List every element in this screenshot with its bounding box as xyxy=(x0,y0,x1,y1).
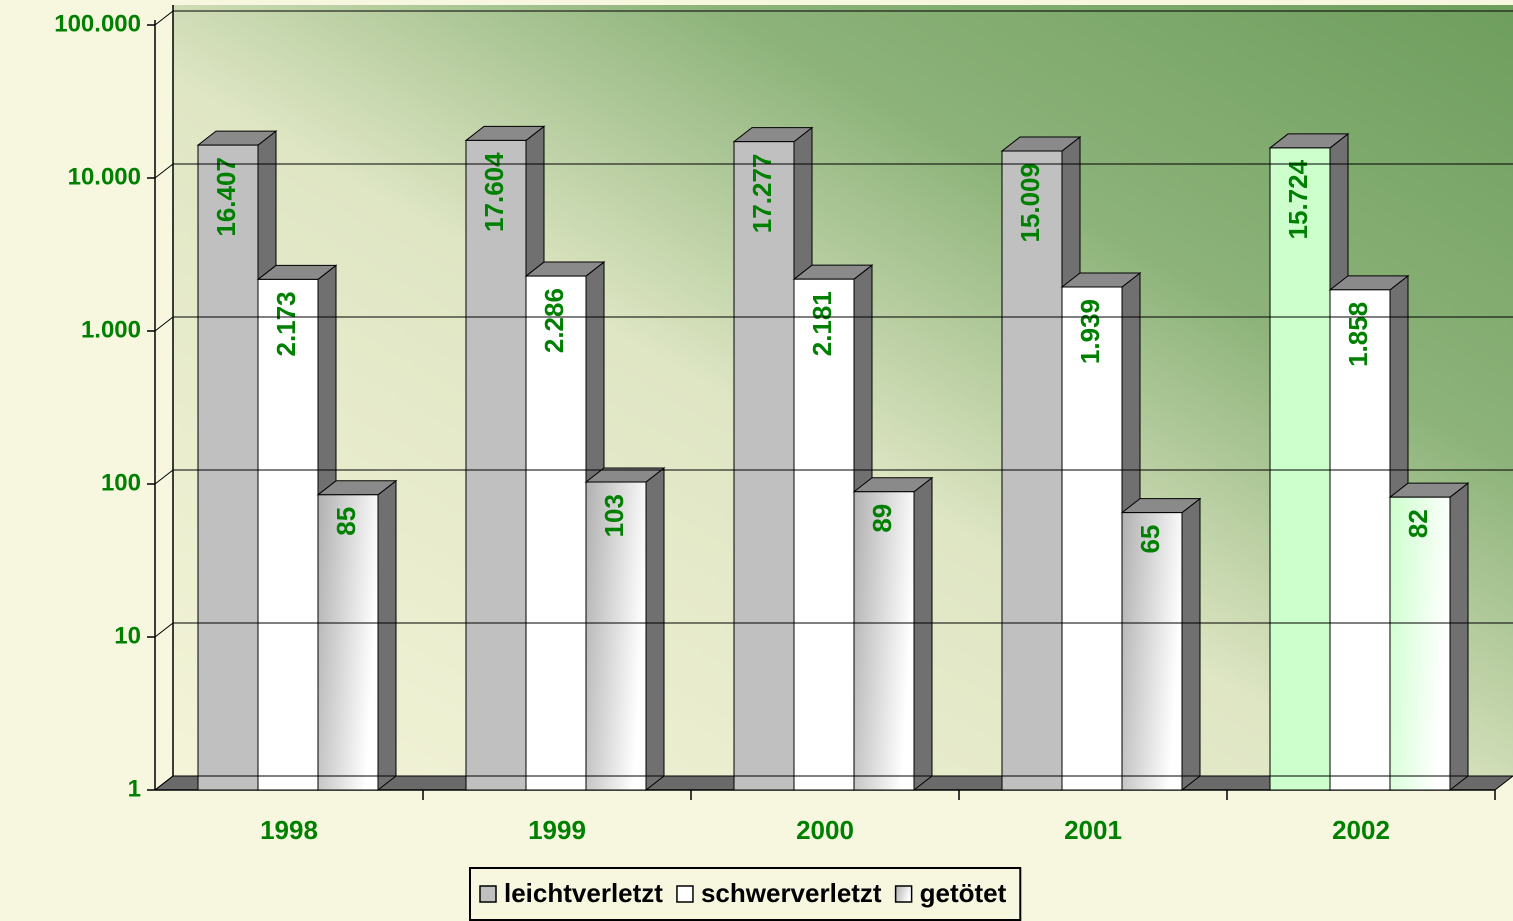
x-tick-label: 2002 xyxy=(1332,815,1390,845)
grid-line xyxy=(154,775,174,791)
value-label: 85 xyxy=(331,507,361,536)
bar xyxy=(1269,147,1331,791)
legend-swatch xyxy=(676,885,694,903)
y-tick-label: 100.000 xyxy=(54,10,141,37)
legend xyxy=(469,867,1022,921)
value-label: 103 xyxy=(599,494,629,537)
bar xyxy=(793,278,855,791)
y-tick-label: 10.000 xyxy=(68,163,141,190)
bar xyxy=(257,278,319,791)
y-tick-label: 1 xyxy=(128,775,141,802)
bar-side xyxy=(1449,482,1469,792)
bar xyxy=(1121,512,1183,791)
y-tick-label: 10 xyxy=(114,622,141,649)
bar xyxy=(1389,496,1451,791)
value-label: 17.604 xyxy=(479,152,509,232)
value-label: 1.939 xyxy=(1075,299,1105,364)
grid-line xyxy=(154,622,174,638)
bar xyxy=(1329,289,1391,791)
bar xyxy=(197,144,259,791)
x-tick-label: 1999 xyxy=(528,815,586,845)
x-tick-label: 2000 xyxy=(796,815,854,845)
value-label: 82 xyxy=(1403,509,1433,538)
value-label: 2.173 xyxy=(271,291,301,356)
legend-label: leichtverletzt xyxy=(504,878,663,908)
bar xyxy=(317,494,379,791)
bar xyxy=(853,491,915,791)
value-label: 15.009 xyxy=(1015,163,1045,243)
bar xyxy=(465,139,527,791)
grid-line xyxy=(154,316,174,332)
value-label: 16.407 xyxy=(211,157,241,237)
x-tick-label: 2001 xyxy=(1064,815,1122,845)
bar xyxy=(1061,286,1123,791)
bar-side xyxy=(1181,497,1201,792)
legend-swatch xyxy=(479,885,497,903)
bar-side xyxy=(645,467,665,792)
x-tick-label: 1998 xyxy=(260,815,318,845)
y-tick-label: 100 xyxy=(101,469,141,496)
value-label: 2.286 xyxy=(539,288,569,353)
bar-side xyxy=(377,479,397,792)
grid-line xyxy=(154,469,174,485)
value-label: 1.858 xyxy=(1343,302,1373,367)
grid-line xyxy=(154,163,174,179)
bar xyxy=(733,141,795,791)
value-label: 2.181 xyxy=(807,291,837,356)
legend-label: getötet xyxy=(920,878,1007,908)
y-tick-label: 1.000 xyxy=(81,316,141,343)
bar-side xyxy=(913,476,933,792)
value-label: 89 xyxy=(867,504,897,533)
legend-label: schwerverletzt xyxy=(701,878,882,908)
bars: 16.407 2.173 85 17.604 2.286 103 17.277 2.181 89… xyxy=(196,125,1470,792)
value-label: 17.277 xyxy=(747,154,777,234)
bar xyxy=(525,275,587,791)
bar xyxy=(1001,150,1063,791)
value-label: 15.724 xyxy=(1283,159,1313,239)
grid-line xyxy=(154,10,174,26)
bar xyxy=(585,481,647,791)
legend-swatch xyxy=(894,885,913,903)
value-label: 65 xyxy=(1135,525,1165,554)
